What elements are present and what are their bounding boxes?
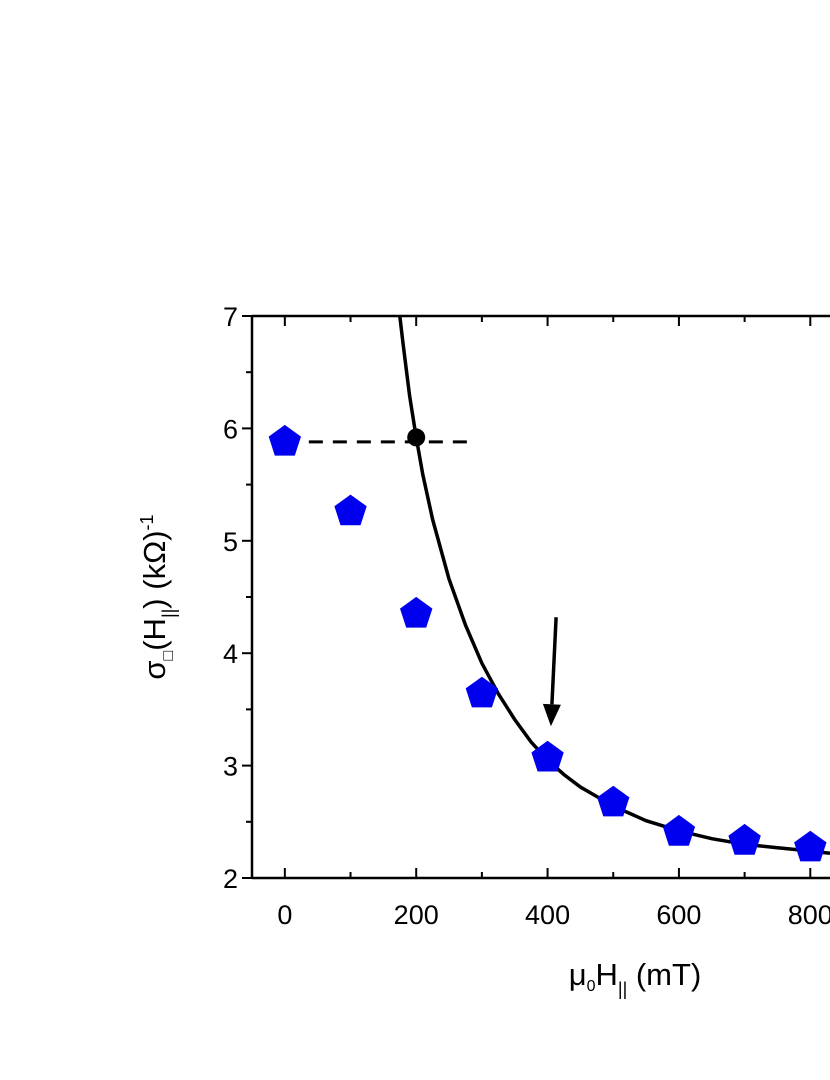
x-axis-title: μ0H|| (mT) [569, 957, 702, 999]
x-tick-label: 0 [277, 900, 292, 930]
data-point [465, 676, 499, 708]
data-point [531, 740, 564, 772]
data-point [597, 785, 630, 817]
x-tick-label: 600 [656, 900, 701, 930]
y-tick-label: 6 [223, 414, 238, 444]
data-point [728, 823, 761, 855]
y-tick-label: 2 [223, 864, 238, 894]
fit-curve [398, 316, 830, 856]
x-tick-label: 400 [525, 900, 570, 930]
data-point [268, 424, 301, 456]
arrow-shaft [550, 617, 558, 705]
labels-layer: 0 200 400 600 800 2 3 4 5 6 7 [223, 302, 830, 930]
ticks-layer [242, 315, 812, 879]
arrow-head [542, 703, 561, 727]
y-tick-label: 7 [223, 302, 238, 332]
marks-layer [268, 316, 830, 862]
plot-frame [250, 314, 830, 880]
x-tick-label: 200 [394, 900, 439, 930]
data-point [794, 830, 827, 862]
y-tick-label: 3 [223, 752, 238, 782]
x-tick-label: 800 [788, 900, 830, 930]
y-axis-title: σ□(H||) (kΩ)-1 [137, 514, 179, 679]
data-point [662, 814, 696, 846]
highlight-point [407, 428, 426, 447]
data-point [400, 596, 433, 628]
y-tick-label: 5 [223, 527, 238, 557]
y-tick-label: 4 [223, 639, 238, 669]
data-point [334, 494, 367, 526]
